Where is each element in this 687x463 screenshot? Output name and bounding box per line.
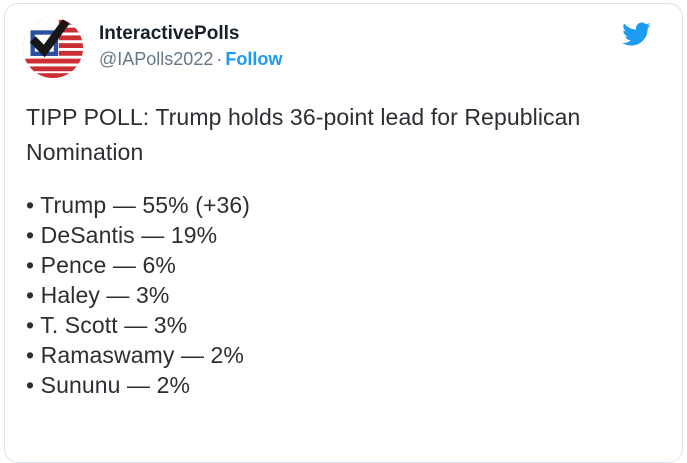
poll-results-list: • Trump — 55% (+36) • DeSantis — 19% • P… — [26, 190, 664, 400]
poll-line-sununu: • Sununu — 2% — [26, 372, 191, 398]
author-name[interactable]: InteractivePolls — [99, 23, 240, 44]
poll-line-trump: • Trump — 55% (+36) — [26, 192, 251, 218]
author-block: InteractivePolls @IAPolls2022 · Follow — [99, 17, 282, 72]
poll-line-desantis: • DeSantis — 19% — [26, 222, 218, 248]
poll-line-tscott: • T. Scott — 3% — [26, 312, 188, 338]
tweet-card: InteractivePolls @IAPolls2022 · Follow TIP… — [4, 3, 683, 463]
tweet-header: InteractivePolls @IAPolls2022 · Follow — [22, 17, 664, 79]
author-handle[interactable]: @IAPolls2022 — [99, 49, 214, 69]
twitter-bird-icon[interactable] — [618, 19, 654, 49]
checkmark-icon — [29, 18, 70, 58]
follow-link[interactable]: Follow — [225, 49, 283, 69]
poll-line-pence: • Pence — 6% — [26, 252, 176, 278]
poll-line-ramaswamy: • Ramaswamy — 2% — [26, 342, 244, 368]
tweet-text: TIPP POLL: Trump holds 36-point lead for… — [26, 104, 581, 165]
dot-separator: · — [216, 49, 223, 69]
poll-line-haley: • Haley — 3% — [26, 282, 170, 308]
author-subline: @IAPolls2022 · Follow — [99, 46, 282, 72]
avatar[interactable] — [22, 17, 84, 79]
